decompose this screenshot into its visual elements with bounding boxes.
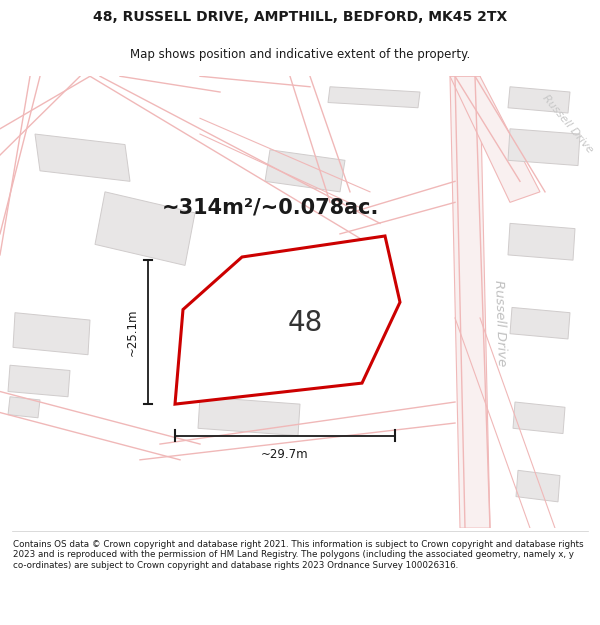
Polygon shape bbox=[513, 402, 565, 434]
Polygon shape bbox=[508, 87, 570, 113]
Polygon shape bbox=[35, 134, 130, 181]
Polygon shape bbox=[510, 308, 570, 339]
Text: ~29.7m: ~29.7m bbox=[261, 448, 309, 461]
Polygon shape bbox=[198, 397, 300, 436]
Text: Russell Drive: Russell Drive bbox=[541, 92, 595, 154]
Text: ~314m²/~0.078ac.: ~314m²/~0.078ac. bbox=[161, 198, 379, 217]
Polygon shape bbox=[265, 150, 345, 192]
Text: 48: 48 bbox=[287, 309, 323, 338]
Polygon shape bbox=[450, 76, 540, 202]
Text: Contains OS data © Crown copyright and database right 2021. This information is : Contains OS data © Crown copyright and d… bbox=[13, 540, 584, 569]
Text: Russell Drive: Russell Drive bbox=[492, 280, 508, 367]
Polygon shape bbox=[508, 223, 575, 260]
Polygon shape bbox=[450, 76, 490, 528]
Text: Map shows position and indicative extent of the property.: Map shows position and indicative extent… bbox=[130, 48, 470, 61]
Polygon shape bbox=[328, 87, 420, 108]
Text: ~25.1m: ~25.1m bbox=[125, 308, 139, 356]
Polygon shape bbox=[175, 236, 400, 404]
Polygon shape bbox=[516, 471, 560, 502]
Polygon shape bbox=[13, 312, 90, 355]
Polygon shape bbox=[95, 192, 195, 266]
Polygon shape bbox=[508, 129, 580, 166]
Text: 48, RUSSELL DRIVE, AMPTHILL, BEDFORD, MK45 2TX: 48, RUSSELL DRIVE, AMPTHILL, BEDFORD, MK… bbox=[93, 10, 507, 24]
Polygon shape bbox=[8, 365, 70, 397]
Polygon shape bbox=[8, 397, 40, 418]
